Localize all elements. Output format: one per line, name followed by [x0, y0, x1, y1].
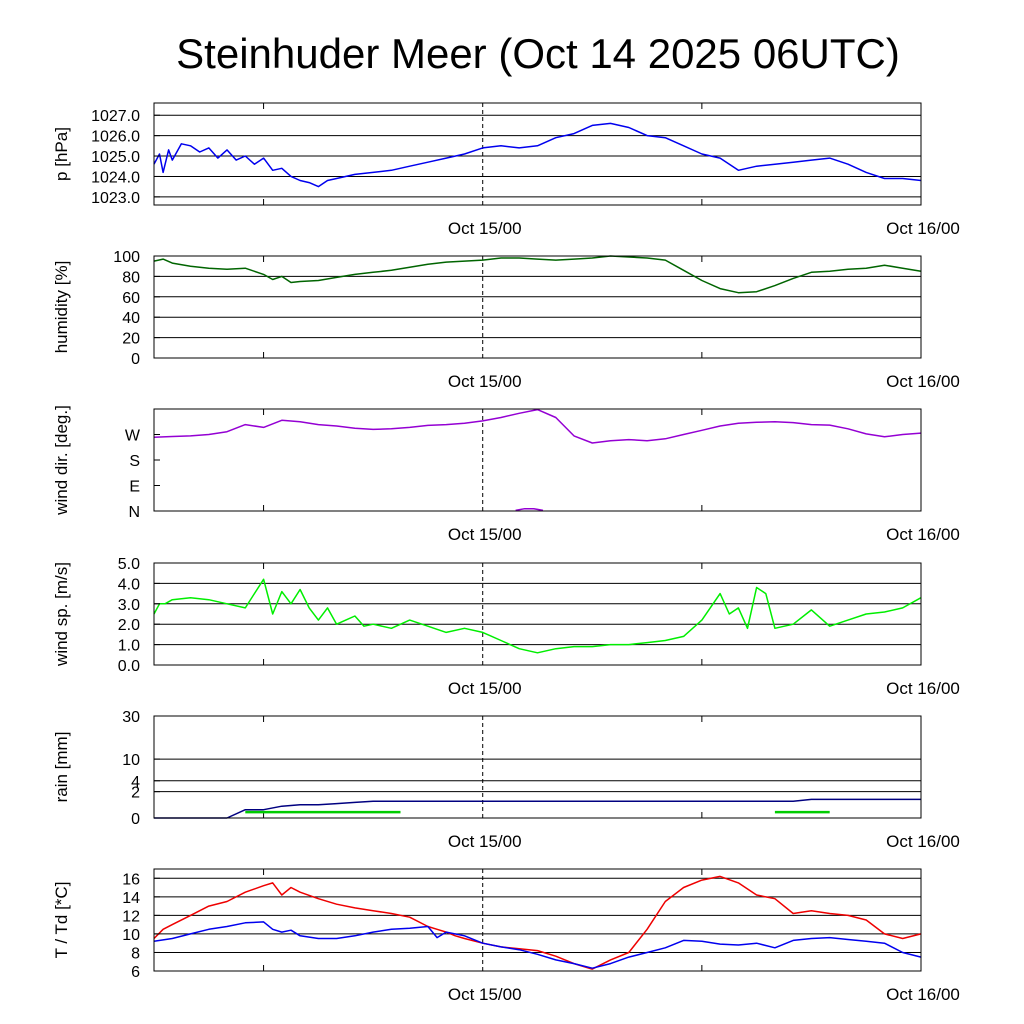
- x-tick-label: Oct 16/00: [886, 219, 960, 238]
- y-tick-label: 0: [131, 811, 140, 828]
- panel-pressure: 1027.0 1026.0 1025.0 1024.0 1023.0 p [hPa] Oct…: [52, 102, 960, 238]
- x-tick-label: Oct 15/00: [448, 372, 522, 391]
- x-tick-label: Oct 15/00: [448, 832, 522, 851]
- y-tick-label: 1024.0: [91, 169, 140, 186]
- plot-frame: [153, 715, 922, 819]
- y-tick-label: 10: [122, 927, 140, 944]
- y-tick-label: 30: [122, 709, 140, 726]
- series-line-wind_direction-1: [515, 507, 544, 512]
- y-tick-label: 4: [131, 774, 140, 791]
- plot-frame: [153, 562, 922, 666]
- x-tick-label: Oct 15/00: [448, 219, 522, 238]
- y-axis-label: humidity [%]: [52, 261, 71, 354]
- y-tick-label: N: [128, 504, 140, 521]
- plot-frame: [153, 102, 922, 206]
- y-tick-label: 0: [131, 351, 140, 368]
- x-tick-label: Oct 15/00: [448, 985, 522, 1004]
- y-tick-label: 1026.0: [91, 129, 140, 146]
- y-axis-label: p [hPa]: [52, 127, 71, 181]
- plot-frame: [153, 868, 922, 972]
- series-line-pressure-0: [153, 122, 922, 188]
- y-tick-label: 2.0: [118, 617, 140, 634]
- x-tick-label: Oct 16/00: [886, 372, 960, 391]
- y-tick-label: 1.0: [118, 638, 140, 655]
- y-tick-label: 1025.0: [91, 149, 140, 166]
- y-tick-label: E: [129, 479, 140, 496]
- y-axis-label: rain [mm]: [52, 732, 71, 803]
- series-line-humidity-0: [153, 255, 922, 294]
- y-tick-label: 16: [122, 871, 140, 888]
- y-tick-label: S: [129, 453, 140, 470]
- y-tick-label: 12: [122, 908, 140, 925]
- y-tick-label: 2: [131, 785, 140, 802]
- plot-frame: [153, 255, 922, 359]
- y-tick-label: 5.0: [118, 556, 140, 573]
- y-tick-label: 100: [113, 249, 140, 266]
- x-tick-label: Oct 16/00: [886, 985, 960, 1004]
- y-tick-label: 20: [122, 331, 140, 348]
- panel-humidity: 100 80 60 40 20 0 humidity [%] Oct 15/00 Oct 16/…: [52, 249, 960, 391]
- series-line-temperature-0: [153, 875, 922, 970]
- y-tick-label: 40: [122, 310, 140, 327]
- y-tick-label: 8: [131, 945, 140, 962]
- x-tick-label: Oct 16/00: [886, 679, 960, 698]
- series-line-wind_speed-0: [153, 578, 922, 654]
- x-tick-label: Oct 15/00: [448, 525, 522, 544]
- y-tick-label: 1027.0: [91, 108, 140, 125]
- y-tick-label: 10: [122, 752, 140, 769]
- y-tick-label: 3.0: [118, 597, 140, 614]
- y-axis-label: T / Td [*C]: [52, 882, 71, 959]
- chart-title: Steinhuder Meer (Oct 14 2025 06UTC): [176, 30, 900, 77]
- y-tick-label: 6: [131, 964, 140, 981]
- y-tick-label: 80: [122, 269, 140, 286]
- y-tick-label: W: [125, 428, 141, 445]
- panel-rain: 30 10 42 0 rain [mm] Oct 15/00 Oct 16/00: [52, 709, 960, 851]
- y-tick-label: 1023.0: [91, 190, 140, 207]
- y-tick-label: 14: [122, 890, 140, 907]
- y-axis-label: wind sp. [m/s]: [52, 562, 71, 667]
- series-line-wind_direction-0: [153, 408, 922, 444]
- y-axis-label: wind dir. [deg.]: [52, 405, 71, 516]
- x-tick-label: Oct 16/00: [886, 525, 960, 544]
- series-line-temperature-1: [153, 921, 922, 969]
- y-tick-label: 4.0: [118, 576, 140, 593]
- y-tick-label: 0.0: [118, 658, 140, 675]
- x-tick-label: Oct 15/00: [448, 679, 522, 698]
- panel-wind_speed: 5.0 4.0 3.0 2.0 1.0 0.0 wind sp. [m/s] Oct 15/0…: [52, 556, 960, 698]
- series-line-rain-0: [154, 798, 921, 819]
- y-tick-label: 60: [122, 290, 140, 307]
- x-tick-label: Oct 16/00: [886, 832, 960, 851]
